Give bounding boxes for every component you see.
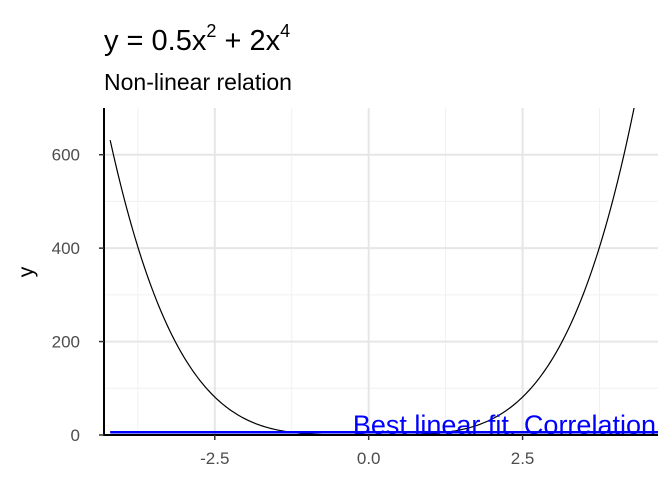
- grid: [104, 108, 658, 436]
- y-tick-label: 400: [52, 239, 80, 258]
- y-axis-title: y: [15, 266, 38, 277]
- x-tick-label: -2.5: [200, 449, 229, 468]
- plot-marks: [109, 108, 658, 436]
- chart-title-part: + 2x: [216, 25, 280, 57]
- chart-title: y = 0.5x2 + 2x4: [104, 21, 290, 57]
- y-tick-label: 0: [71, 426, 80, 445]
- x-tick-label: 0.0: [357, 449, 381, 468]
- chart-title-exponent: 2: [206, 21, 216, 41]
- chart-subtitle: Non-linear relation: [104, 69, 292, 95]
- curve-line: [109, 108, 635, 436]
- y-tick-label: 600: [52, 146, 80, 165]
- y-tick-label: 200: [52, 333, 80, 352]
- x-tick-label: 2.5: [511, 449, 535, 468]
- chart-title-part: y = 0.5x: [104, 25, 207, 57]
- svg-text:y = 0.5x2 + 2x4: y = 0.5x2 + 2x4: [104, 21, 290, 57]
- chart-title-exponent: 4: [280, 21, 290, 41]
- axes: 0 200 400 600 -2.5 0.0 2.5: [52, 108, 658, 468]
- fit-annotation: Best linear fit. Correlation: [353, 410, 656, 440]
